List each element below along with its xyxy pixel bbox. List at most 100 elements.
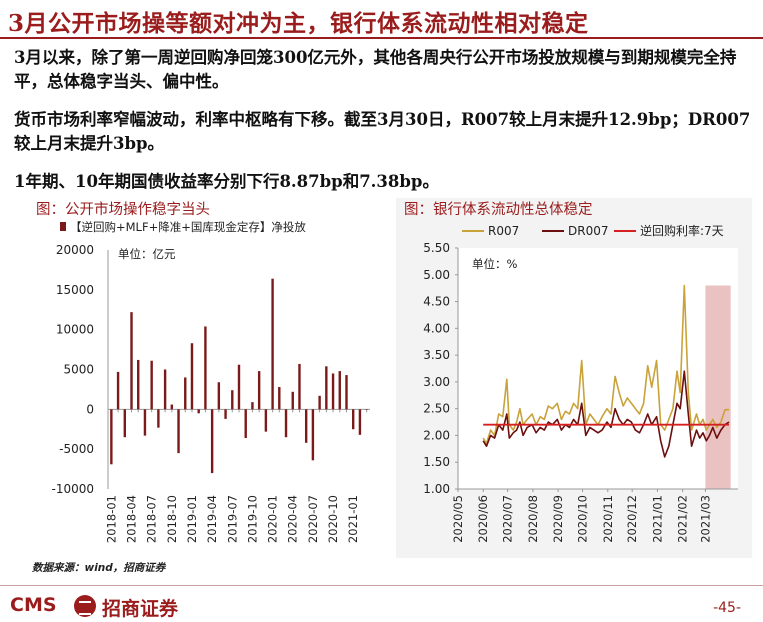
bar-2020-09 xyxy=(325,366,328,410)
series-line-dr007 xyxy=(482,370,730,458)
bar-2019-02 xyxy=(197,409,200,414)
y-tick-label: 5.00 xyxy=(423,268,450,282)
bar-2019-05 xyxy=(217,382,221,410)
legend-label: R007 xyxy=(488,224,519,238)
bar-2018-12 xyxy=(184,377,187,410)
x-tick-label: 2020/11 xyxy=(601,495,615,543)
x-tick-label: 2019-07 xyxy=(225,495,239,543)
x-tick-label: 2018-07 xyxy=(145,495,159,543)
bar-2018-07 xyxy=(150,360,153,410)
bar-2019-09 xyxy=(244,409,247,439)
bar-2018-04 xyxy=(130,312,133,410)
bar-2020-10 xyxy=(331,373,335,410)
bar-2018-03 xyxy=(123,409,126,438)
y-tick-label: 3.50 xyxy=(423,348,450,362)
bar-2019-01 xyxy=(190,343,194,410)
x-tick-label: 2020/12 xyxy=(625,495,639,543)
x-tick-label: 2020/07 xyxy=(501,495,515,543)
x-tick-label: 2019-01 xyxy=(185,495,199,543)
x-tick-label: 2019-04 xyxy=(205,495,219,543)
y-tick-label: 5.50 xyxy=(423,241,450,255)
bar-2021-03 xyxy=(365,409,368,410)
x-tick-label: 2020/05 xyxy=(451,495,465,543)
y-tick-label: 0 xyxy=(86,402,94,416)
bar-2019-07 xyxy=(231,390,234,410)
bar-2018-02 xyxy=(116,371,120,410)
bar-2020-02 xyxy=(278,387,281,410)
x-tick-label: 2020-04 xyxy=(286,495,300,543)
y-tick-label: -5000 xyxy=(59,442,94,456)
bar-2019-11 xyxy=(257,371,261,410)
x-tick-label: 2020/08 xyxy=(526,495,540,543)
y-tick-label: 1.00 xyxy=(423,482,450,496)
bullet-3: 1年期、10年期国债收益率分别下行8.87bp和7.38bp。 xyxy=(14,172,439,191)
unit-label: 单位：亿元 xyxy=(118,247,176,261)
bar-2018-09 xyxy=(163,369,167,410)
x-tick-label: 2020-07 xyxy=(306,495,320,543)
bar-2020-06 xyxy=(304,409,308,443)
bar-2018-08 xyxy=(157,409,160,428)
bar-2018-11 xyxy=(177,409,180,454)
x-tick-label: 2021/02 xyxy=(676,495,690,543)
slide-title: 3月公开市场操等额对冲为主，银行体系流动性相对稳定 xyxy=(8,10,589,37)
legend-label: DR007 xyxy=(568,224,608,238)
x-tick-label: 2020-10 xyxy=(326,495,340,543)
line-chart: 1.00 1.50 2.00 2.50 3.00 3.50 4.00 4.50 5.00 5.50… xyxy=(423,223,738,543)
y-tick-label: 2.50 xyxy=(423,402,450,416)
x-tick-label: 2021/03 xyxy=(698,495,712,543)
bar-2020-11 xyxy=(338,371,341,410)
y-tick-label: 3.00 xyxy=(423,375,450,389)
bar-2020-03 xyxy=(284,409,288,438)
right-chart-title: 图：银行体系流动性总体稳定 xyxy=(404,202,593,218)
bar-2019-12 xyxy=(264,409,268,432)
x-tick-label: 2020/09 xyxy=(551,495,565,543)
title-bar: 3月公开市场操等额对冲为主，银行体系流动性相对稳定 xyxy=(0,0,763,39)
bar-2018-05 xyxy=(137,359,140,410)
x-tick-label: 2021/01 xyxy=(650,495,664,543)
y-tick-label: 20000 xyxy=(56,243,94,257)
series-line-r007 xyxy=(482,284,729,445)
x-tick-label: 2019-10 xyxy=(245,495,259,543)
y-tick-label: -10000 xyxy=(51,482,94,496)
x-tick-label: 2021-01 xyxy=(346,495,360,543)
bar-2019-04 xyxy=(210,409,214,474)
bar-2018-06 xyxy=(143,409,147,436)
y-tick-label: 4.50 xyxy=(423,295,450,309)
bar-chart: 【逆回购+MLF+降准+国库现金定存】净投放 -10000 -5000 0 5000 10… xyxy=(51,220,370,543)
x-tick-label: 2020/10 xyxy=(576,495,590,543)
bar-2021-01 xyxy=(352,409,355,430)
x-tick-label: 2020/06 xyxy=(476,495,490,543)
title-underline xyxy=(0,37,763,39)
shaded-march-region xyxy=(705,285,731,489)
bar-2019-10 xyxy=(251,402,254,410)
bar-2019-08 xyxy=(237,364,241,410)
y-tick-label: 4.00 xyxy=(423,321,450,335)
unit-label: 单位：% xyxy=(472,257,517,271)
left-chart-title: 图：公开市场操作稳字当头 xyxy=(36,202,210,218)
bar-2020-01 xyxy=(271,278,274,410)
y-tick-label: 10000 xyxy=(56,323,94,337)
bar-2020-07 xyxy=(311,409,315,461)
x-tick-label: 2018-01 xyxy=(104,495,118,543)
left-chart-panel: 图：公开市场操作稳字当头 【逆回购+MLF+降准+国库现金定存】净投放 -1000… xyxy=(30,198,382,558)
y-tick-label: 2.00 xyxy=(423,428,450,442)
bullet-1: 3月以来，除了第一周逆回购净回笼300亿元外，其他各周央行公开市场投放规模与到期… xyxy=(14,48,737,91)
y-tick-label: 1.50 xyxy=(423,455,450,469)
plot-area xyxy=(458,248,738,489)
bar-2020-04 xyxy=(291,391,294,410)
bar-2020-08 xyxy=(318,395,321,410)
bar-2019-03 xyxy=(204,326,207,410)
legend-label: 【逆回购+MLF+降准+国库现金定存】净投放 xyxy=(70,220,306,234)
x-tick-label: 2018-10 xyxy=(165,495,179,543)
legend-label: 逆回购利率:7天 xyxy=(640,223,724,238)
legend-swatch xyxy=(60,222,66,231)
logo-company-name: 招商证券 xyxy=(102,598,179,620)
right-chart-panel: 图：银行体系流动性总体稳定 1.00 1.50 2.00 2.50 3.00 3.50 4.… xyxy=(396,198,752,558)
bar-2020-12 xyxy=(345,375,348,410)
bullet-2: 货币市场利率窄幅波动，利率中枢略有下移。截至3月30日，R007较上月末提升12… xyxy=(14,110,751,153)
logo-emblem-icon xyxy=(74,595,96,617)
y-tick-label: 15000 xyxy=(56,283,94,297)
x-tick-label: 2020-01 xyxy=(266,495,280,543)
bar-2018-01 xyxy=(110,409,113,465)
bar-2018-10 xyxy=(170,404,174,410)
